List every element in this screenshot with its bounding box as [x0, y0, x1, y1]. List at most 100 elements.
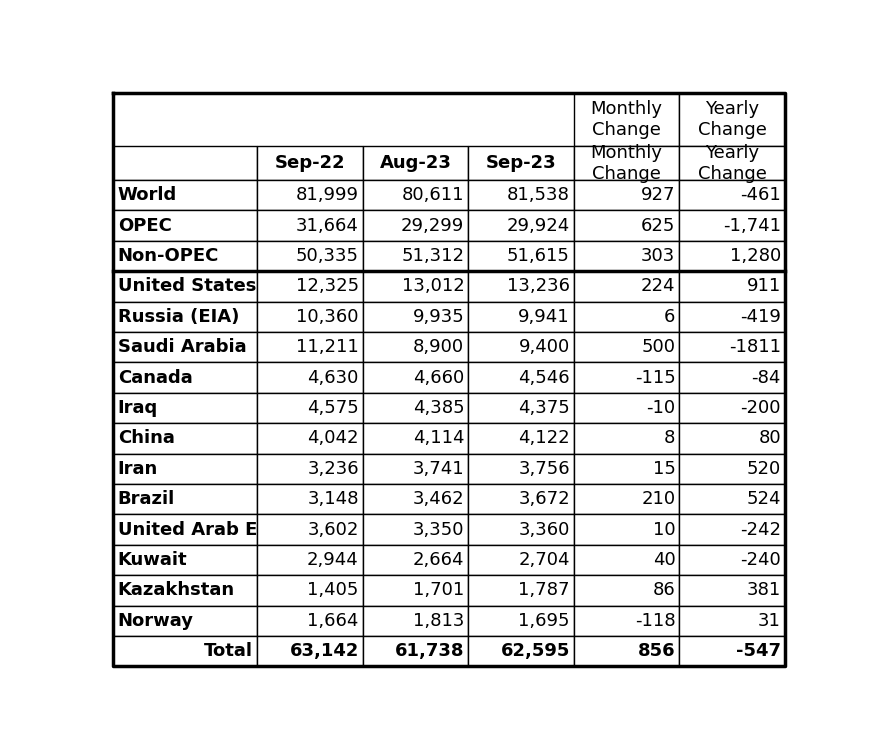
Bar: [574, 241, 680, 271]
Text: 1,787: 1,787: [519, 581, 570, 599]
Bar: [113, 180, 258, 211]
Text: Canada: Canada: [117, 368, 193, 387]
Text: 6: 6: [664, 308, 675, 326]
Text: 80: 80: [759, 429, 781, 447]
Bar: [574, 271, 680, 302]
Text: 625: 625: [641, 217, 675, 235]
Bar: [574, 484, 680, 514]
Bar: [574, 453, 680, 484]
Bar: [469, 211, 574, 241]
Bar: [113, 211, 258, 241]
Bar: [574, 211, 680, 241]
Text: 4,122: 4,122: [519, 429, 570, 447]
Text: 80,611: 80,611: [402, 186, 464, 205]
Text: Yearly
Change: Yearly Change: [698, 100, 766, 139]
Text: 927: 927: [641, 186, 675, 205]
Bar: [363, 393, 469, 423]
Bar: [469, 636, 574, 666]
Text: Monthly
Change: Monthly Change: [590, 144, 663, 183]
Bar: [574, 332, 680, 362]
Bar: [258, 636, 363, 666]
Text: 3,672: 3,672: [519, 490, 570, 508]
Bar: [680, 302, 785, 332]
Text: Iran: Iran: [117, 459, 158, 478]
Bar: [680, 271, 785, 302]
Bar: [574, 393, 680, 423]
Bar: [258, 211, 363, 241]
Bar: [258, 180, 363, 211]
Text: -240: -240: [740, 551, 781, 569]
Bar: [469, 393, 574, 423]
Bar: [574, 423, 680, 453]
Bar: [574, 180, 680, 211]
Bar: [363, 544, 469, 575]
Bar: [680, 393, 785, 423]
Bar: [469, 453, 574, 484]
Text: -1,741: -1,741: [723, 217, 781, 235]
Text: Total: Total: [204, 642, 253, 660]
Bar: [363, 93, 469, 147]
Bar: [680, 484, 785, 514]
Text: Sep-22: Sep-22: [275, 154, 345, 172]
Bar: [680, 544, 785, 575]
Bar: [113, 93, 258, 147]
Bar: [469, 180, 574, 211]
Bar: [113, 575, 258, 605]
Text: 12,325: 12,325: [296, 277, 359, 296]
Bar: [113, 605, 258, 636]
Text: 911: 911: [746, 277, 781, 296]
Text: 10: 10: [653, 520, 675, 538]
Text: 8: 8: [664, 429, 675, 447]
Bar: [258, 362, 363, 393]
Bar: [363, 605, 469, 636]
Text: -419: -419: [740, 308, 781, 326]
Bar: [574, 575, 680, 605]
Text: United States: United States: [117, 277, 256, 296]
Bar: [469, 147, 574, 180]
Bar: [258, 575, 363, 605]
Bar: [363, 332, 469, 362]
Text: 13,236: 13,236: [507, 277, 570, 296]
Text: 1,664: 1,664: [307, 612, 359, 629]
Text: 51,615: 51,615: [507, 247, 570, 265]
Text: Yearly
Change: Yearly Change: [698, 144, 766, 183]
Bar: [363, 180, 469, 211]
Bar: [363, 302, 469, 332]
Bar: [680, 636, 785, 666]
Text: 10,360: 10,360: [296, 308, 359, 326]
Text: 856: 856: [638, 642, 675, 660]
Text: 2,704: 2,704: [519, 551, 570, 569]
Text: 303: 303: [641, 247, 675, 265]
Text: 81,538: 81,538: [507, 186, 570, 205]
Bar: [258, 332, 363, 362]
Text: Non-OPEC: Non-OPEC: [117, 247, 219, 265]
Bar: [680, 575, 785, 605]
Text: Iraq: Iraq: [117, 399, 158, 417]
Text: 4,042: 4,042: [307, 429, 359, 447]
Text: 210: 210: [641, 490, 675, 508]
Bar: [680, 514, 785, 544]
Text: 50,335: 50,335: [296, 247, 359, 265]
Text: 9,941: 9,941: [519, 308, 570, 326]
Bar: [469, 332, 574, 362]
Text: 3,741: 3,741: [413, 459, 464, 478]
Text: -1811: -1811: [729, 338, 781, 356]
Text: 4,660: 4,660: [413, 368, 464, 387]
Bar: [574, 636, 680, 666]
Bar: [469, 423, 574, 453]
Bar: [113, 544, 258, 575]
Bar: [113, 453, 258, 484]
Text: 1,701: 1,701: [413, 581, 464, 599]
Text: 4,385: 4,385: [413, 399, 464, 417]
Bar: [363, 423, 469, 453]
Text: 31,664: 31,664: [296, 217, 359, 235]
Bar: [469, 362, 574, 393]
Bar: [680, 362, 785, 393]
Text: Saudi Arabia: Saudi Arabia: [117, 338, 246, 356]
Bar: [469, 484, 574, 514]
Bar: [680, 93, 785, 147]
Text: 224: 224: [641, 277, 675, 296]
Text: -547: -547: [736, 642, 781, 660]
Text: 40: 40: [653, 551, 675, 569]
Text: 1,813: 1,813: [413, 612, 464, 629]
